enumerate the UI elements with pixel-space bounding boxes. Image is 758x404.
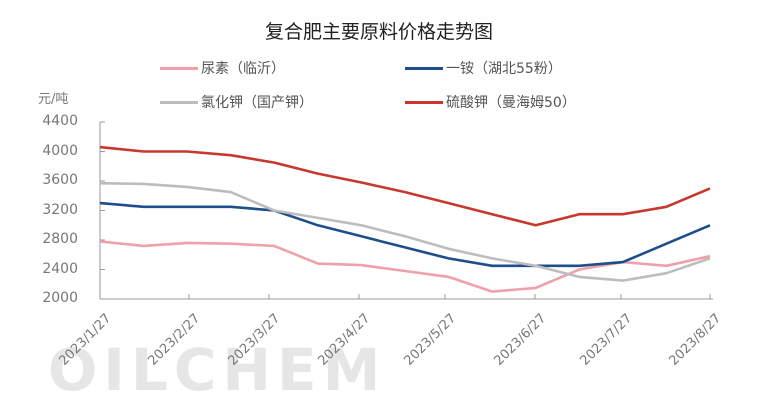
legend-label: 氯化钾（国产钾） xyxy=(201,95,313,111)
y-tick-label: 2400 xyxy=(42,260,78,277)
legend-swatch-icon xyxy=(160,100,198,104)
watermark-logo: OILCHEM xyxy=(48,336,387,404)
series-line-0 xyxy=(99,240,711,293)
legend-kcl: 氯化钾（国产钾） xyxy=(160,92,313,112)
y-tick-label: 3200 xyxy=(42,201,78,218)
legend-map: 一铵（湖北55粉） xyxy=(405,58,562,78)
y-tick-label: 3600 xyxy=(42,172,78,188)
series-line-1 xyxy=(99,201,711,268)
legend-label: 尿素（临沂） xyxy=(201,61,285,77)
series-line-2 xyxy=(99,181,711,282)
legend-swatch-icon xyxy=(405,100,443,104)
legend-sop: 硫酸钾（曼海姆50） xyxy=(405,92,576,112)
y-tick-label: 4000 xyxy=(42,142,78,159)
y-tick-label: 4400 xyxy=(42,113,78,129)
legend-urea: 尿素（临沂） xyxy=(160,58,285,78)
legend-label: 硫酸钾（曼海姆50） xyxy=(446,95,576,111)
y-tick-label: 2000 xyxy=(42,290,78,306)
legend-swatch-icon xyxy=(160,66,198,70)
y-axis-unit: 元/吨 xyxy=(38,92,69,107)
legend-swatch-icon xyxy=(405,66,443,70)
legend-label: 一铵（湖北55粉） xyxy=(446,61,562,77)
chart-title: 复合肥主要原料价格走势图 xyxy=(264,21,493,43)
y-tick-label: 2800 xyxy=(42,231,78,247)
series-line-3 xyxy=(99,145,711,227)
